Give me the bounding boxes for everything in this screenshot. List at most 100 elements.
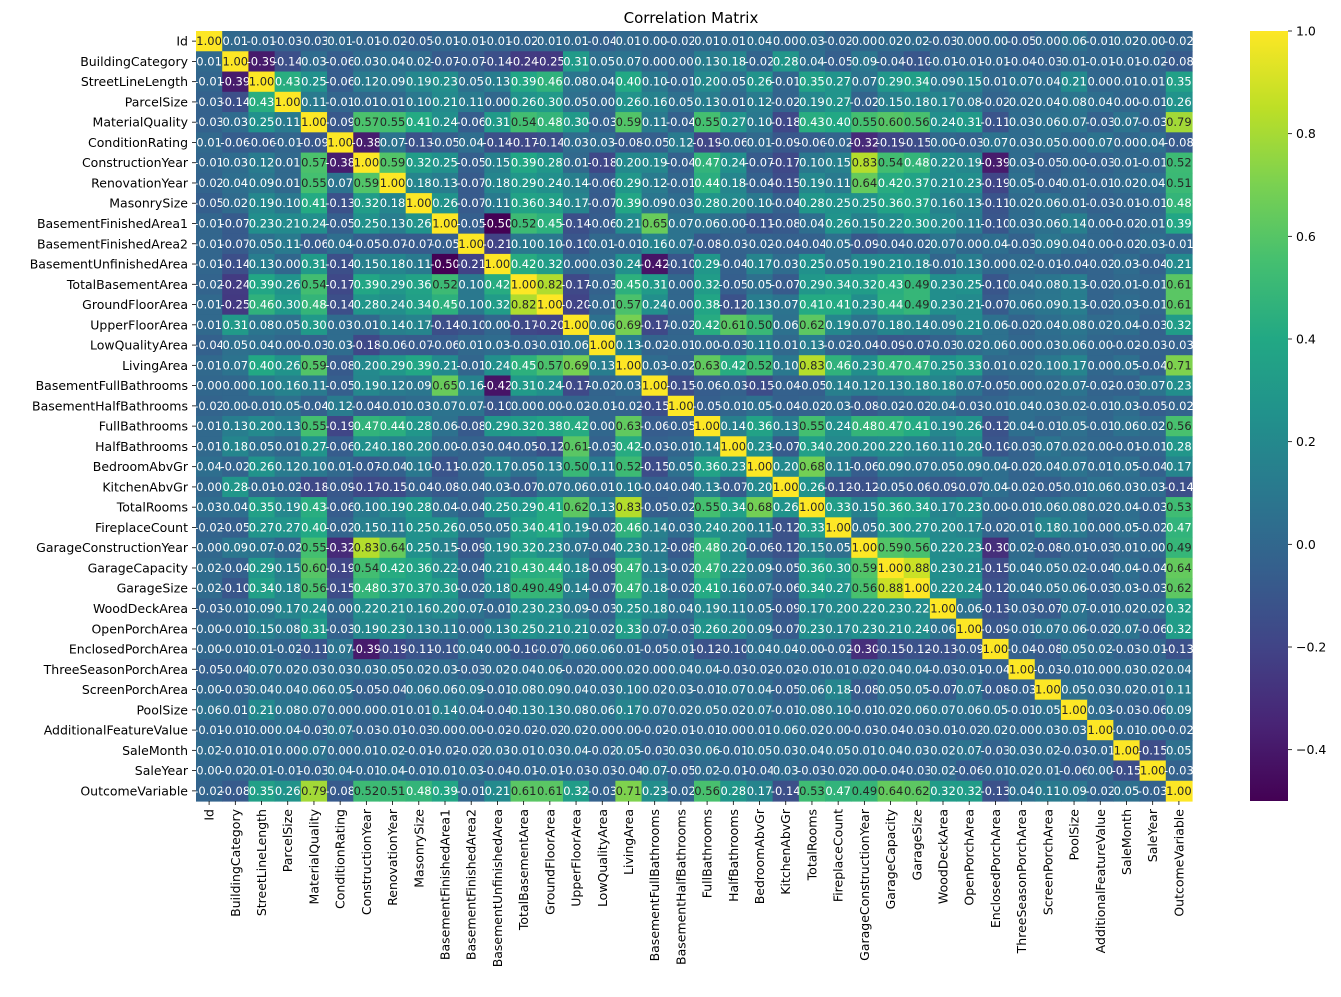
- heatmap-cell-value: -0.02: [666, 358, 696, 372]
- heatmap-cell-value: 0.01: [249, 642, 275, 656]
- heatmap-cell-value: 0.22: [930, 581, 956, 595]
- heatmap-cell-value: 0.07: [1114, 622, 1140, 636]
- heatmap-cell-value: 0.07: [668, 237, 694, 251]
- heatmap-cell-value: 0.11: [458, 95, 484, 109]
- heatmap-cell-value: 0.24: [354, 439, 380, 453]
- heatmap-cell-value: 0.00: [668, 54, 694, 68]
- heatmap-cell-value: 0.44: [878, 298, 904, 312]
- heatmap-cell: [877, 71, 905, 93]
- heatmap-cell-value: 0.15: [852, 217, 878, 231]
- heatmap-cell-value: 0.33: [799, 520, 825, 534]
- heatmap-cell-value: 0.04: [380, 54, 406, 68]
- heatmap-cell-value: 1.00: [694, 419, 720, 433]
- heatmap-cell-value: 0.11: [589, 460, 615, 474]
- heatmap-cell: [929, 132, 957, 154]
- heatmap-cell-value: 0.26: [511, 95, 537, 109]
- heatmap-cell-value: 0.04: [1009, 419, 1035, 433]
- heatmap-cell: [300, 112, 328, 133]
- heatmap-cell-value: 0.03: [1035, 399, 1061, 413]
- heatmap-cell-value: 0.11: [956, 217, 982, 231]
- heatmap-cell-value: 0.07: [616, 54, 642, 68]
- heatmap-cell-value: -0.03: [220, 683, 250, 697]
- heatmap-cell-value: 0.13: [773, 419, 799, 433]
- y-axis-tick-label: LowQualityArea: [90, 338, 188, 353]
- x-axis-tick-label: PoolSize: [1067, 809, 1082, 861]
- heatmap-cell-value: 0.03: [668, 683, 694, 697]
- heatmap-cell: [720, 172, 748, 194]
- heatmap-cell: [641, 112, 669, 133]
- heatmap-cell-value: 0.00: [852, 34, 878, 48]
- heatmap-cell-value: 0.46: [616, 520, 642, 534]
- heatmap-cell: [327, 152, 354, 174]
- heatmap-cell-value: 0.57: [301, 156, 327, 170]
- heatmap-cell-value: 0.04: [1114, 561, 1140, 575]
- heatmap-cell-value: 0.05: [1035, 581, 1061, 595]
- heatmap-cell-value: 0.02: [1009, 764, 1035, 778]
- heatmap-cell-value: 1.00: [511, 277, 537, 291]
- heatmap-cell-value: -0.01: [666, 338, 696, 352]
- heatmap-cell-value: 0.00: [930, 135, 956, 149]
- heatmap-cell-value: 0.18: [878, 318, 904, 332]
- x-axis-tick-label: BedroomAbvGr: [752, 808, 767, 904]
- heatmap-cell-value: 0.13: [694, 95, 720, 109]
- heatmap-cell-value: 0.88: [904, 561, 930, 575]
- heatmap-cell-value: -0.03: [666, 622, 696, 636]
- heatmap-cell: [379, 132, 407, 154]
- heatmap-cell-value: -0.20: [535, 318, 565, 332]
- heatmap-cell-value: 0.09: [1061, 784, 1087, 798]
- heatmap-cell-value: 0.14: [904, 318, 930, 332]
- y-axis-tick-label: BasementFullBathrooms: [36, 378, 188, 393]
- heatmap-cell-value: -0.01: [692, 683, 722, 697]
- heatmap-cell-value: 0.01: [983, 358, 1009, 372]
- heatmap-cell-value: 0.00: [589, 419, 615, 433]
- heatmap-cell-value: 0.01: [747, 723, 773, 737]
- heatmap-cell-value: 0.24: [642, 298, 668, 312]
- heatmap-cell-value: 0.02: [380, 743, 406, 757]
- heatmap-cell-value: -0.07: [771, 622, 801, 636]
- heatmap-cell: [720, 132, 748, 154]
- heatmap-cell-value: -0.01: [1007, 703, 1037, 717]
- heatmap-cell-value: 0.02: [694, 764, 720, 778]
- heatmap-cell-value: 0.26: [432, 196, 458, 210]
- heatmap-cell-value: 0.24: [301, 217, 327, 231]
- heatmap-cell-value: 0.07: [1035, 439, 1061, 453]
- heatmap-cell-value: 0.12: [327, 399, 353, 413]
- heatmap-cell-value: 0.32: [563, 784, 589, 798]
- heatmap-cell-value: 0.13: [537, 460, 563, 474]
- heatmap-cell: [562, 71, 590, 93]
- heatmap-cell-value: -0.01: [1164, 237, 1194, 251]
- heatmap-cell-value: 0.41: [537, 520, 563, 534]
- heatmap-cell-value: -0.14: [771, 784, 801, 798]
- heatmap-cell-value: 0.23: [380, 622, 406, 636]
- heatmap-cell: [746, 51, 774, 73]
- heatmap-cell-value: 0.08: [249, 318, 275, 332]
- heatmap-cell-value: -0.12: [981, 581, 1011, 595]
- heatmap-cell-value: 0.16: [642, 95, 668, 109]
- heatmap-cell-value: 0.14: [563, 176, 589, 190]
- heatmap-cell-value: 0.46: [825, 358, 851, 372]
- heatmap-cell-value: -0.01: [1085, 54, 1115, 68]
- heatmap-cell-value: 0.02: [668, 703, 694, 717]
- heatmap-cell-value: 0.10: [642, 75, 668, 89]
- heatmap-cell-value: 0.35: [249, 784, 275, 798]
- heatmap-cell-value: 0.04: [458, 703, 484, 717]
- heatmap-cell: [300, 51, 328, 73]
- heatmap-cell-value: 0.05: [223, 338, 249, 352]
- heatmap-cell-value: 0.71: [616, 784, 642, 798]
- heatmap-cell-value: -0.04: [666, 156, 696, 170]
- heatmap-cell-value: -0.02: [1164, 723, 1194, 737]
- heatmap-cell: [274, 31, 302, 52]
- heatmap-cell-value: 0.19: [563, 520, 589, 534]
- heatmap-cell-value: 0.25: [616, 602, 642, 616]
- heatmap-cell-value: 0.07: [1061, 115, 1087, 129]
- heatmap-cell-value: 0.52: [432, 277, 458, 291]
- heatmap-cell-value: 0.02: [1009, 358, 1035, 372]
- heatmap-cell-value: 0.01: [354, 95, 380, 109]
- heatmap-cell-value: 0.23: [537, 602, 563, 616]
- heatmap-cell-value: 0.01: [1114, 541, 1140, 555]
- heatmap-cell-value: 0.55: [301, 176, 327, 190]
- y-axis-tick-label: HalfBathrooms: [95, 439, 188, 454]
- heatmap-cell: [274, 71, 302, 93]
- heatmap-cell-value: 0.55: [301, 541, 327, 555]
